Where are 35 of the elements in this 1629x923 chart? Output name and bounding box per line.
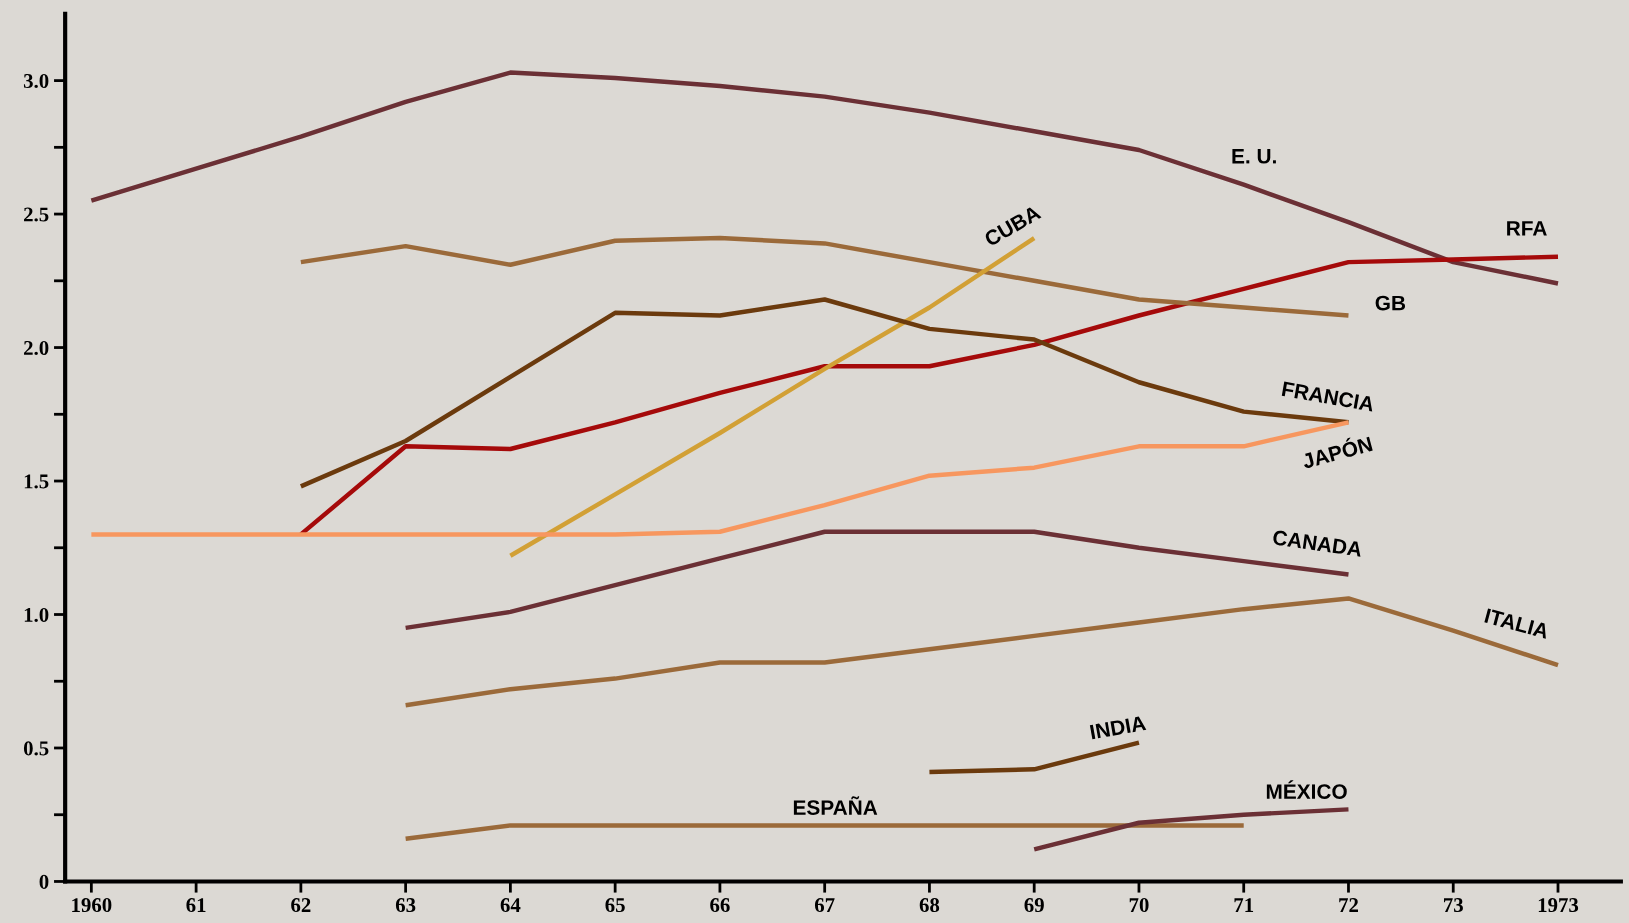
text: INDIA: [1089, 715, 1147, 740]
y-tick-label: 1.5: [24, 474, 49, 489]
x-tick-label: 68: [919, 898, 940, 913]
y-tick-label: 0.5: [23, 741, 49, 756]
x-tick-label: 66: [710, 898, 730, 913]
y-tick-label: 0: [39, 874, 49, 889]
x-tick-label: 62: [291, 898, 311, 913]
x-tick-label: 73: [1444, 898, 1463, 913]
x-tick-label: 69: [1024, 898, 1044, 913]
x-tick-label: 67: [814, 898, 835, 913]
series-label: ESPAÑA: [793, 796, 878, 815]
x-tick-label: 61: [186, 898, 206, 913]
y-tick-label: 2.5: [24, 207, 49, 222]
text: CANADA: [1272, 529, 1363, 557]
x-tick-label: 71: [1234, 898, 1254, 912]
series-label: E. U.: [1232, 149, 1276, 164]
series-label: GB: [1375, 295, 1406, 311]
x-tick-label: 1960: [72, 898, 112, 913]
x-tick-label: 72: [1339, 898, 1358, 912]
text: FRANCIA: [1281, 381, 1375, 412]
x-tick-label: 70: [1129, 898, 1149, 913]
series-label: RFA: [1507, 221, 1547, 236]
text: 1.0: [24, 607, 49, 623]
line-series: [89, 70, 1561, 286]
text: JAPÓN: [1300, 432, 1373, 469]
x-tick-label: 64: [500, 898, 521, 913]
line-series: [1031, 807, 1351, 852]
x-tick-label: 1973: [1538, 898, 1579, 913]
x-tick-label: 63: [395, 898, 416, 913]
line-series: [403, 596, 1561, 708]
series-label: MÉXICO: [1266, 780, 1347, 799]
text: 2.0: [24, 340, 49, 356]
text: ITALIA: [1484, 608, 1550, 639]
text: 3.0: [23, 73, 49, 89]
x-tick-label: 65: [605, 898, 625, 913]
